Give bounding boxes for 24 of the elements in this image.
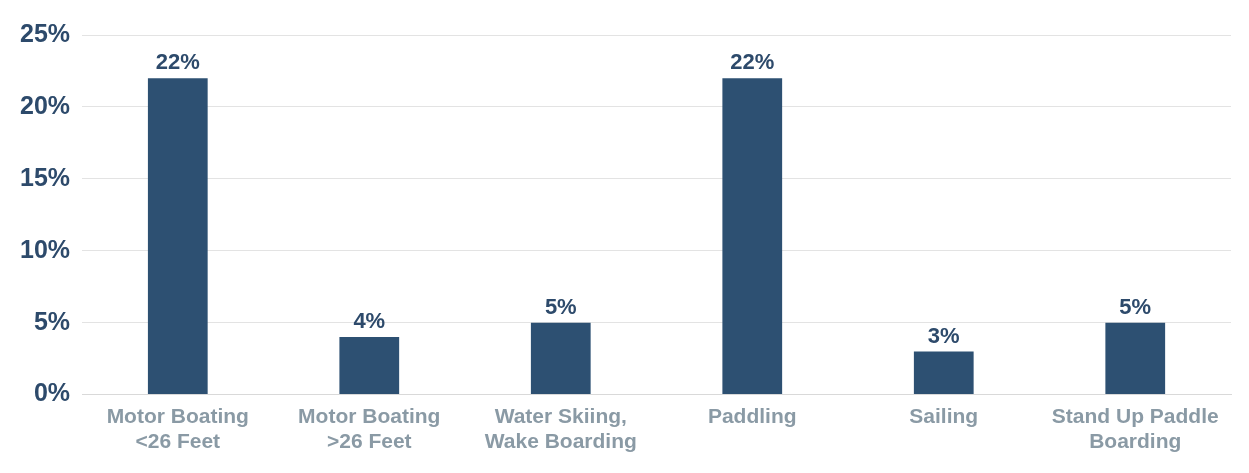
bar (722, 78, 783, 395)
y-tick-label: 5% (33, 306, 71, 335)
data-label: 3% (927, 322, 960, 348)
bar (1105, 322, 1166, 395)
x-tick-label: Sailing (909, 404, 979, 427)
x-tick-label: Motor Boating >26 Feet (298, 404, 441, 453)
bar (339, 337, 400, 395)
y-tick-label: 15% (19, 162, 71, 191)
data-label: 5% (1119, 293, 1152, 319)
y-tick-label: 20% (19, 90, 71, 119)
y-tick-label: 10% (19, 234, 71, 263)
x-tick-label: Water Skiing, Wake Boarding (484, 404, 637, 453)
data-label: 22% (155, 49, 200, 75)
x-tick-label: Paddling (707, 404, 797, 427)
x-tick-label: Motor Boating <26 Feet (106, 404, 249, 453)
data-label: 22% (730, 49, 775, 75)
bar (530, 322, 591, 395)
data-label: 5% (544, 293, 577, 319)
bar (147, 78, 208, 395)
y-tick-label: 0% (33, 378, 71, 407)
data-label: 4% (353, 308, 386, 334)
x-tick-label: Stand Up Paddle Boarding (1051, 404, 1219, 453)
bar (913, 351, 974, 395)
y-tick-label: 25% (19, 18, 71, 47)
